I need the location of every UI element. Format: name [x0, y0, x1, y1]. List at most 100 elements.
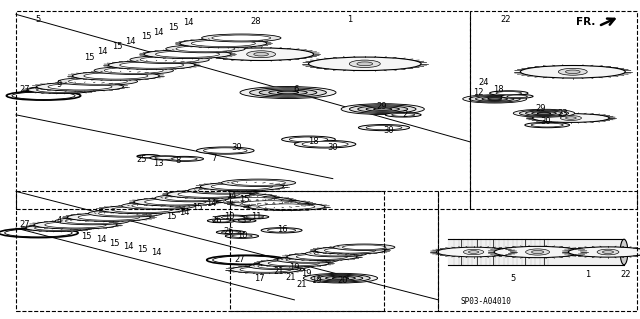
Ellipse shape	[165, 196, 219, 201]
Ellipse shape	[28, 86, 94, 93]
Text: 15: 15	[137, 245, 147, 254]
Ellipse shape	[568, 247, 640, 257]
Ellipse shape	[392, 113, 415, 116]
Ellipse shape	[520, 65, 625, 78]
Text: 14: 14	[123, 242, 133, 251]
Text: 25: 25	[137, 155, 147, 164]
Ellipse shape	[176, 46, 235, 52]
Ellipse shape	[88, 210, 163, 217]
Text: 26: 26	[211, 216, 221, 225]
Ellipse shape	[100, 205, 184, 214]
Text: 22: 22	[500, 15, 511, 24]
Text: 6: 6	[293, 85, 298, 94]
Ellipse shape	[490, 91, 528, 96]
Ellipse shape	[155, 194, 229, 202]
Ellipse shape	[99, 211, 152, 216]
Text: FR.: FR.	[576, 17, 595, 27]
Ellipse shape	[488, 98, 502, 100]
Ellipse shape	[78, 214, 140, 220]
Ellipse shape	[211, 183, 273, 190]
Text: 18: 18	[308, 137, 319, 146]
Ellipse shape	[374, 108, 392, 110]
Ellipse shape	[436, 247, 511, 257]
Text: 12: 12	[474, 88, 484, 97]
Text: 30: 30	[540, 117, 550, 126]
Ellipse shape	[207, 219, 236, 223]
Ellipse shape	[278, 91, 298, 94]
Ellipse shape	[333, 244, 395, 250]
Ellipse shape	[55, 217, 129, 225]
Text: 5: 5	[36, 15, 41, 24]
Ellipse shape	[68, 78, 127, 84]
Text: 1: 1	[347, 15, 352, 24]
Ellipse shape	[215, 215, 251, 220]
Text: 27: 27	[19, 220, 29, 229]
Text: 14: 14	[179, 208, 189, 217]
Text: 15: 15	[166, 212, 177, 221]
Ellipse shape	[358, 106, 408, 112]
Ellipse shape	[111, 206, 173, 213]
Ellipse shape	[287, 253, 357, 261]
Text: 20: 20	[338, 276, 348, 285]
Ellipse shape	[597, 249, 619, 255]
Text: 14: 14	[152, 248, 162, 257]
Text: 14: 14	[206, 199, 216, 208]
Ellipse shape	[65, 219, 119, 224]
Text: 14: 14	[97, 47, 108, 56]
Text: 10: 10	[237, 231, 247, 240]
Ellipse shape	[26, 225, 90, 232]
Bar	[16, 191, 438, 311]
Ellipse shape	[525, 122, 570, 128]
Text: 27: 27	[19, 85, 29, 94]
Ellipse shape	[324, 248, 376, 253]
Ellipse shape	[204, 148, 247, 153]
Ellipse shape	[36, 82, 124, 91]
Ellipse shape	[531, 123, 563, 127]
Ellipse shape	[532, 114, 609, 122]
Ellipse shape	[566, 117, 576, 119]
Ellipse shape	[240, 86, 336, 99]
Text: 14: 14	[227, 191, 237, 200]
Ellipse shape	[225, 234, 259, 238]
Ellipse shape	[58, 78, 138, 85]
Ellipse shape	[72, 71, 159, 80]
Ellipse shape	[178, 191, 239, 197]
Ellipse shape	[180, 39, 267, 48]
Text: 15: 15	[168, 23, 179, 32]
Ellipse shape	[48, 84, 112, 90]
Ellipse shape	[198, 193, 275, 201]
Ellipse shape	[468, 251, 479, 253]
Text: 14: 14	[154, 28, 164, 37]
Text: 21: 21	[285, 273, 296, 282]
Ellipse shape	[233, 219, 256, 222]
Ellipse shape	[315, 247, 385, 254]
Ellipse shape	[520, 110, 568, 116]
Text: 30: 30	[328, 143, 338, 152]
Text: 16: 16	[278, 225, 288, 234]
Ellipse shape	[221, 179, 296, 187]
Ellipse shape	[156, 51, 220, 57]
Ellipse shape	[258, 264, 301, 269]
Text: 30: 30	[383, 126, 394, 135]
Ellipse shape	[525, 249, 550, 255]
Ellipse shape	[326, 276, 355, 280]
Ellipse shape	[241, 215, 269, 219]
Ellipse shape	[531, 250, 544, 254]
Text: 3: 3	[241, 216, 246, 225]
Ellipse shape	[145, 199, 206, 205]
Text: 15: 15	[141, 32, 151, 41]
Text: 17: 17	[254, 274, 264, 283]
Ellipse shape	[314, 251, 358, 256]
Ellipse shape	[463, 95, 527, 103]
Ellipse shape	[349, 60, 380, 68]
Ellipse shape	[172, 157, 197, 160]
Text: SP03-A04010: SP03-A04010	[461, 297, 512, 306]
Ellipse shape	[250, 88, 326, 97]
Ellipse shape	[476, 96, 514, 101]
Text: 15: 15	[84, 53, 95, 62]
Ellipse shape	[296, 254, 348, 259]
Ellipse shape	[215, 197, 292, 204]
Text: 27: 27	[234, 256, 244, 264]
Ellipse shape	[132, 203, 186, 208]
Text: 28: 28	[251, 17, 261, 26]
